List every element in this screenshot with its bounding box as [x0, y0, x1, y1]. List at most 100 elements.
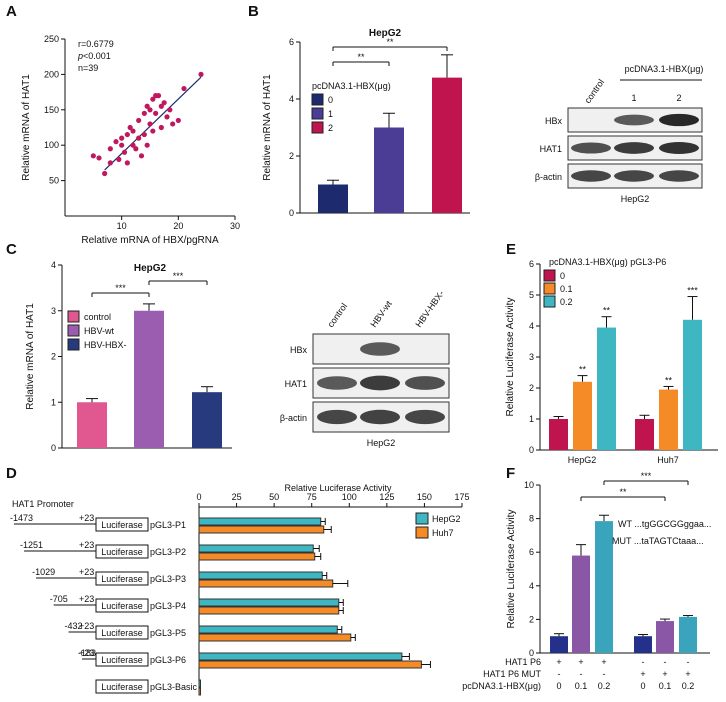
c-legend-swatch [67, 338, 80, 351]
d-promoter-end: +23 [79, 567, 94, 577]
e-legend-swatch [543, 269, 556, 282]
b-blot-row-label: β-actin [535, 172, 562, 182]
d-bar [198, 579, 334, 588]
c-legend-swatch [67, 324, 80, 337]
d-bar [198, 679, 202, 688]
e-bar [659, 389, 678, 450]
c-band [405, 409, 445, 425]
f-row-mark: - [687, 657, 690, 667]
e-legend-label: 0 [560, 271, 565, 281]
d-x-tick-label: 0 [196, 492, 201, 502]
d-luciferase-box [95, 598, 149, 613]
f-y-tick-label: 4 [529, 581, 534, 591]
f-bar [634, 636, 652, 653]
b-y-tick-label: 0 [289, 208, 294, 218]
f-row-mark: 0.1 [659, 681, 672, 691]
d-luciferase-label: Luciferase [101, 682, 143, 692]
a-point [167, 107, 173, 113]
e-y-tick-label: 2 [529, 383, 534, 393]
d-x-tick-label: 175 [454, 492, 469, 502]
a-point [121, 149, 128, 155]
d-luciferase-label: Luciferase [101, 655, 143, 665]
c-band [405, 376, 445, 390]
e-sig-label: ** [603, 306, 611, 316]
a-point [144, 142, 150, 148]
a-y-tick-label: 200 [44, 69, 59, 79]
b-legend-title: pcDNA3.1-HBX(μg) [312, 81, 391, 91]
c-blot-row-label: HAT1 [285, 379, 307, 389]
a-y-label: Relative mRNA of HAT1 [21, 74, 32, 181]
a-point [158, 124, 164, 131]
a-x-label: Relative mRNA of HBX/pgRNA [81, 235, 219, 246]
d-header: HAT1 Promoter [12, 499, 74, 509]
f-y-label: Relative Luciferase Activity [506, 510, 517, 629]
c-band [360, 342, 400, 356]
f-y-tick-label: 10 [524, 480, 534, 490]
f-wt-seq: WT ...tgGGCGGggaa... [618, 519, 711, 529]
e-y-tick-label: 3 [529, 352, 534, 362]
b-legend-label: 2 [328, 123, 333, 133]
a-y-tick-label: 250 [44, 34, 59, 44]
c-y-tick-label: 4 [51, 260, 56, 270]
d-construct-name: pGL3-P4 [150, 601, 186, 611]
c-blot-lane-label: HBV-wt [368, 298, 394, 329]
b-band [571, 142, 611, 154]
c-band [317, 409, 357, 425]
d-bar [198, 525, 325, 534]
f-row-mark: 0.1 [575, 681, 588, 691]
b-band [659, 113, 699, 127]
panel-label-b: B [248, 3, 259, 20]
d-luciferase-label: Luciferase [101, 574, 143, 584]
d-construct-name: pGL3-P1 [150, 520, 186, 530]
a-point [147, 107, 153, 113]
panel-label-e: E [506, 241, 516, 258]
d-construct-name: pGL3-P6 [150, 655, 186, 665]
f-bar [550, 636, 568, 653]
b-bar [374, 127, 404, 213]
panel-e-bar: 0 1 2 3 4 5 6 Relative Luciferase Activity ** ** H… [505, 257, 718, 465]
b-title: HepG2 [369, 28, 402, 39]
f-y-tick-label: 8 [529, 514, 534, 524]
b-bar [318, 184, 348, 213]
d-bar [198, 517, 322, 526]
e-y-tick-label: 4 [529, 321, 534, 331]
b-blot-lane-label: control [582, 77, 606, 105]
c-bar [134, 310, 164, 448]
f-row-mark: - [580, 669, 583, 679]
b-y-tick-label: 6 [289, 37, 294, 47]
e-legend-swatch [543, 295, 556, 308]
b-sig-1-label: ** [357, 52, 365, 62]
a-point [130, 128, 136, 134]
b-legend-swatch [311, 121, 324, 134]
c-blot-lane-label: HBV-HBX- [413, 289, 446, 330]
b-band [659, 141, 699, 155]
c-blot-cell: HepG2 [367, 438, 396, 448]
f-row-label: HAT1 P6 [505, 657, 541, 667]
b-legend-label: 1 [328, 109, 333, 119]
f-y-tick-label: 2 [529, 614, 534, 624]
c-band [360, 375, 400, 391]
a-point [107, 160, 113, 166]
d-luciferase-box [95, 652, 149, 667]
panel-c-blot: HBx HAT1 β-actin HepG2 control HBV-wt HBV-HBX- [280, 289, 450, 448]
e-y-tick-label: 1 [529, 414, 534, 424]
d-bar [198, 625, 338, 634]
f-row-mark: - [603, 669, 606, 679]
b-blot-lane-1: 1 [631, 93, 636, 103]
f-bar [679, 616, 697, 653]
b-blot-cell: HepG2 [621, 194, 650, 204]
a-stat-p-symbol: p [77, 51, 83, 61]
f-row-mark: + [601, 657, 606, 667]
d-construct-name: pGL3-P3 [150, 574, 186, 584]
e-legend-title: pcDNA3.1-HBX(μg) pGL3-P6 [549, 257, 666, 267]
d-bar [198, 687, 202, 696]
b-band [614, 142, 654, 154]
e-legend-swatch [543, 282, 556, 295]
c-bar [77, 402, 107, 448]
f-row-mark: 0.2 [682, 681, 695, 691]
a-point [127, 124, 133, 131]
a-stat-n: n=39 [78, 63, 98, 73]
f-bar [572, 555, 590, 653]
f-row-mark: + [640, 669, 645, 679]
